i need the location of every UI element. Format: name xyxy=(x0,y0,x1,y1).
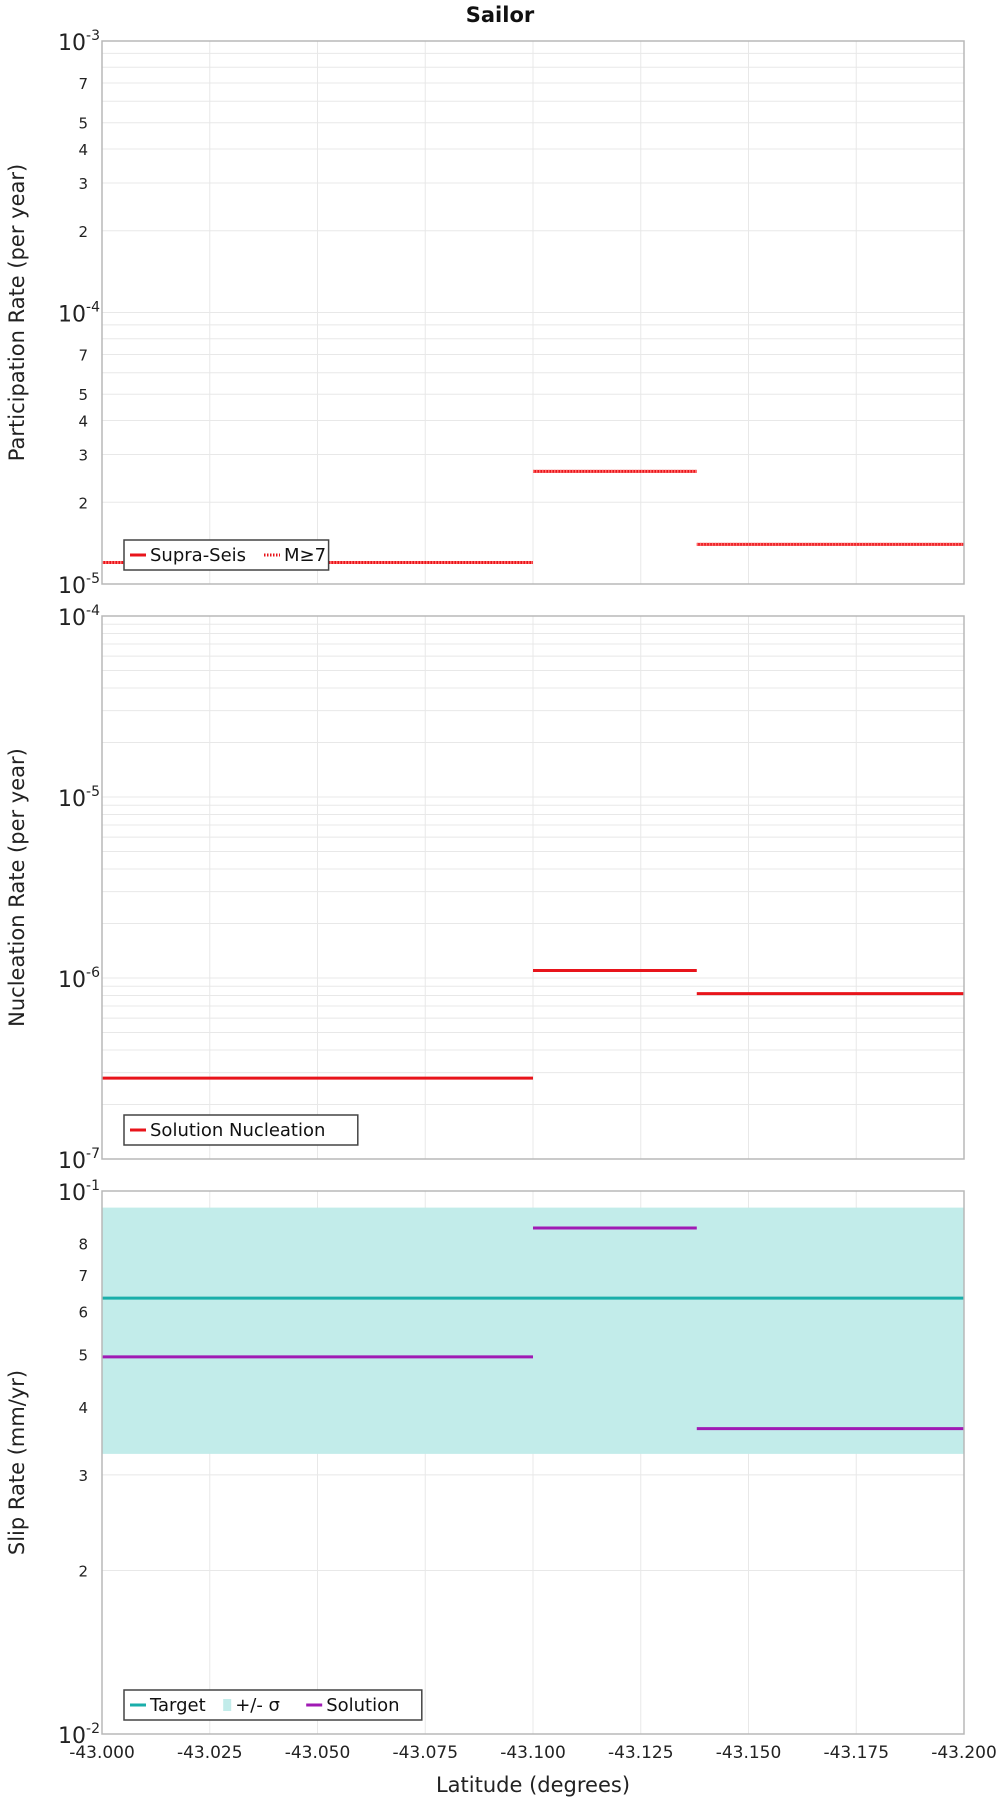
y-axis-label: Nucleation Rate (per year) xyxy=(5,748,29,1027)
y-minor-tick-label: 3 xyxy=(78,446,88,464)
legend: Solution Nucleation xyxy=(123,1114,359,1146)
y-axis-label: Slip Rate (mm/yr) xyxy=(5,1370,29,1555)
y-minor-tick-label: 5 xyxy=(78,115,88,133)
y-minor-tick-label: 6 xyxy=(78,1303,88,1321)
y-tick-label: 10-5 xyxy=(58,784,100,812)
y-minor-tick-label: 2 xyxy=(78,494,88,512)
x-tick-label: -43.200 xyxy=(931,1743,997,1763)
y-tick-label: 10-4 xyxy=(58,300,100,328)
y-tick-label: 10-1 xyxy=(58,1178,100,1206)
legend-swatch xyxy=(223,1699,232,1711)
x-tick-label: -43.000 xyxy=(69,1743,135,1763)
x-tick-label: -43.150 xyxy=(716,1743,782,1763)
y-minor-tick-label: 7 xyxy=(78,75,88,93)
y-minor-tick-label: 4 xyxy=(78,413,88,431)
legend-label: Solution Nucleation xyxy=(150,1120,325,1141)
legend-box xyxy=(123,1689,423,1721)
y-tick-label: 10-3 xyxy=(58,28,100,56)
plot-frame xyxy=(101,1190,965,1735)
y-minor-tick-label: 8 xyxy=(78,1236,88,1254)
legend-label: M≥7 xyxy=(284,545,326,566)
y-tick-label: 10-4 xyxy=(58,603,100,631)
y-tick-label: 10-6 xyxy=(58,965,100,993)
y-minor-tick-label: 7 xyxy=(78,1267,88,1285)
y-minor-tick-label: 5 xyxy=(78,386,88,404)
y-minor-tick-label: 5 xyxy=(78,1346,88,1364)
y-minor-tick-label: 2 xyxy=(78,223,88,241)
x-tick-label: -43.025 xyxy=(177,1743,243,1763)
legend-label: Supra-Seis xyxy=(150,545,246,566)
y-axis-label: Participation Rate (per year) xyxy=(5,164,29,461)
chart-panel-3: 10-2 2 3 4 5 6 7 8 10-1 Slip Rate (mm/yr) Target +/… xyxy=(5,1178,965,1749)
x-tick-label: -43.125 xyxy=(608,1743,674,1763)
y-minor-tick-label: 2 xyxy=(78,1563,88,1581)
x-tick-label: -43.175 xyxy=(823,1743,889,1763)
y-tick-label: 10-2 xyxy=(58,1721,100,1749)
y-minor-tick-label: 3 xyxy=(78,1467,88,1485)
legend-box xyxy=(123,1114,359,1146)
legend-label: Solution xyxy=(326,1695,399,1716)
legend-box xyxy=(123,539,330,571)
legend: Target +/- σ Solution xyxy=(123,1689,423,1721)
y-tick-label: 10-5 xyxy=(58,571,100,599)
legend: Supra-Seis M≥7 xyxy=(123,539,330,571)
legend-label: Target xyxy=(149,1695,206,1716)
plot-frame xyxy=(101,40,965,585)
y-minor-tick-label: 3 xyxy=(78,175,88,193)
y-minor-tick-label: 4 xyxy=(78,141,88,159)
sigma-band xyxy=(102,1207,964,1454)
x-axis-label: Latitude (degrees) xyxy=(436,1773,630,1797)
y-minor-tick-label: 7 xyxy=(78,347,88,365)
chart-title: Sailor xyxy=(466,3,535,27)
chart-panel-1: 10-5 2 3 4 5 7 10-4 2 3 4 5 7 10-3 Participation Rate… xyxy=(5,28,965,599)
y-tick-label: 10-7 xyxy=(58,1146,100,1174)
x-tick-label: -43.050 xyxy=(285,1743,351,1763)
chart-panel-2: 10-7 10-6 10-5 10-4 Nucleation Rate (per yea… xyxy=(5,603,965,1174)
legend-label: +/- σ xyxy=(235,1695,280,1716)
plot-frame xyxy=(101,615,965,1160)
y-minor-tick-label: 4 xyxy=(78,1399,88,1417)
x-tick-label: -43.075 xyxy=(392,1743,458,1763)
x-tick-label: -43.100 xyxy=(500,1743,566,1763)
